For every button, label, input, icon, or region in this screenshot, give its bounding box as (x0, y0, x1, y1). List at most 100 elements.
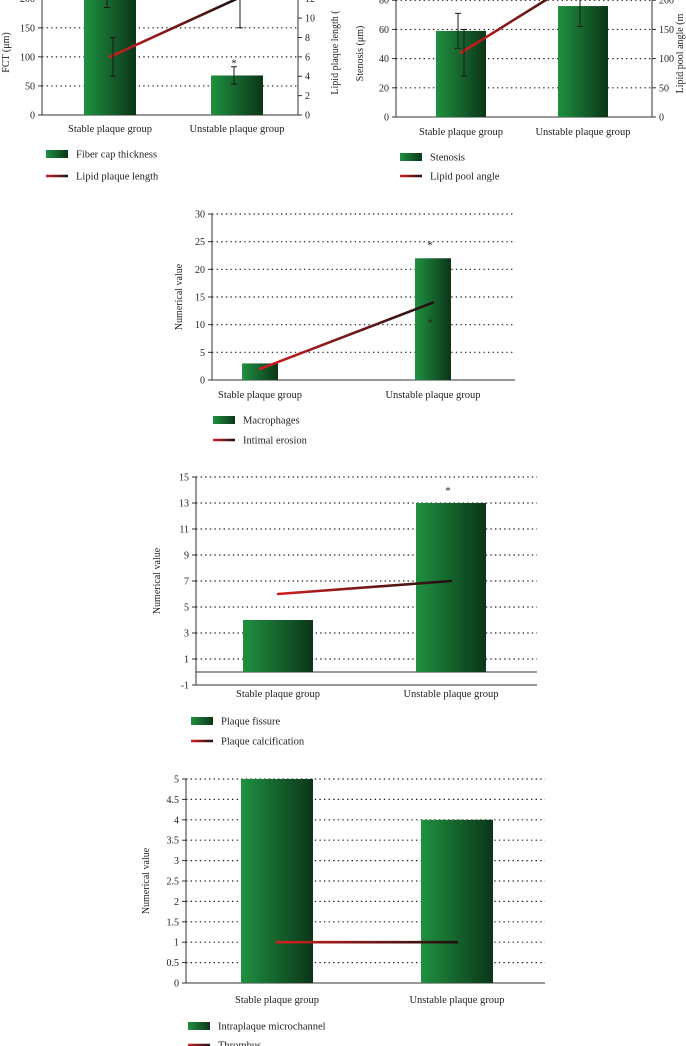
chart-panel-5: 0 0.5 1 1.5 2 2.5 3 3.5 4 4.5 5 Stable plaque group… (141, 775, 545, 1046)
y2-axis-title: Lipid plaque length ( (330, 10, 341, 95)
y-tick-label: 20 (195, 265, 205, 276)
y-axis-title: FCT (μm) (1, 32, 12, 72)
x-category-label: Stable plaque group (236, 689, 320, 700)
x-category-label: Unstable plaque group (409, 995, 504, 1006)
y-tick-label: 0 (174, 979, 179, 990)
legend-label: Intraplaque microchannel (218, 1022, 326, 1033)
bar-2 (421, 819, 493, 983)
series-line (276, 579, 453, 596)
y-tick-label: 5 (200, 348, 205, 359)
y-tick-label: 15 (179, 473, 189, 484)
y-tick-label: 50 (25, 81, 35, 92)
y-tick-label: 20 (379, 83, 389, 94)
significance-marker: * (427, 317, 433, 329)
y-axis-title: Numerical value (174, 263, 185, 330)
y-tick-label: 2 (174, 897, 179, 908)
y2-tick-label: 200 (659, 0, 674, 7)
y2-tick-label: 2 (305, 91, 310, 102)
y-tick-label: 40 (379, 54, 389, 65)
x-category-label: Stable plaque group (235, 995, 319, 1006)
legend-swatch-bar (191, 717, 213, 725)
y-tick-label: 15 (195, 293, 205, 304)
y-tick-label: 25 (195, 237, 205, 248)
y-tick-label: -1 (181, 681, 189, 692)
series-line (258, 301, 435, 371)
y-tick-label: 5 (184, 603, 189, 614)
y-tick-label: 7 (184, 577, 189, 588)
legend-swatch-bar (188, 1022, 210, 1030)
y-tick-label: 9 (184, 551, 189, 562)
y-tick-label: 10 (195, 320, 205, 331)
y2-tick-label: 8 (305, 33, 310, 44)
x-category-label: Unstable plaque group (189, 124, 284, 135)
y-tick-label: 0 (200, 376, 205, 387)
y-tick-label: 0.5 (167, 958, 180, 969)
bar-1 (436, 30, 486, 117)
y-axis-title: Numerical value (141, 847, 152, 914)
y-tick-label: 80 (379, 0, 389, 7)
series-line (459, 0, 549, 55)
legend-swatch-bar (400, 153, 422, 161)
y2-tick-label: 12 (305, 0, 315, 5)
legend-swatch-bar (213, 416, 235, 424)
legend-label: Plaque calcification (221, 737, 305, 748)
bar-2 (558, 6, 608, 117)
y-tick-label: 11 (179, 525, 189, 536)
y-tick-label: 0 (384, 113, 389, 124)
y-tick-label: 1 (184, 655, 189, 666)
y-tick-label: 30 (195, 210, 205, 221)
significance-marker: * (427, 239, 433, 251)
legend-label: Intimal erosion (243, 436, 308, 447)
y-tick-label: 2.5 (167, 877, 180, 888)
chart-panel-3: 0 5 10 15 20 25 30 * * Stable plaque group Unstabl… (174, 210, 515, 447)
y-tick-label: 4.5 (167, 795, 180, 806)
bar-2 (416, 503, 486, 672)
legend-label: Thrombus (218, 1041, 261, 1046)
y-tick-label: 60 (379, 25, 389, 36)
y-tick-label: 3.5 (167, 836, 180, 847)
x-category-label: Stable plaque group (419, 127, 503, 138)
y2-tick-label: 6 (305, 52, 310, 63)
series-line (108, 0, 238, 59)
y2-tick-label: 50 (659, 83, 669, 94)
y2-tick-label: 10 (305, 14, 315, 25)
y-tick-label: 150 (20, 23, 35, 34)
y-tick-label: 200 (20, 0, 35, 5)
bar-1 (241, 779, 313, 983)
x-category-label: Stable plaque group (68, 124, 152, 135)
bar-2 (211, 75, 263, 115)
x-category-label: Unstable plaque group (535, 127, 630, 138)
x-category-label: Unstable plaque group (403, 689, 498, 700)
chart-panel-1: 0 50 100 150 200 0 2 4 6 8 10 12 * Stable plaque grou… (1, 0, 341, 183)
bar-2 (415, 258, 451, 380)
significance-marker: * (231, 58, 237, 70)
significance-marker: * (445, 485, 451, 497)
legend-label: Plaque fissure (221, 717, 281, 728)
y-tick-label: 4 (174, 815, 179, 826)
y-tick-label: 3 (184, 629, 189, 640)
y-tick-label: 5 (174, 775, 179, 786)
y2-tick-label: 150 (659, 25, 674, 36)
y-axis-title: Numerical value (152, 547, 163, 614)
legend-label: Macrophages (243, 416, 300, 427)
x-category-label: Unstable plaque group (385, 390, 480, 401)
y2-tick-label: 100 (659, 54, 674, 65)
x-category-label: Stable plaque group (218, 390, 302, 401)
y2-tick-label: 0 (305, 111, 310, 122)
y2-tick-label: 0 (659, 113, 664, 124)
y-tick-label: 13 (179, 499, 189, 510)
y-axis-title: Stenosis (μm) (355, 26, 366, 82)
legend-swatch-bar (46, 150, 68, 158)
chart-panel-2: 0 20 40 60 80 0 50 100 150 200 Stable plaque group… (355, 0, 686, 183)
y-tick-label: 0 (30, 111, 35, 122)
legend-label: Lipid pool angle (430, 172, 500, 183)
bar-1 (243, 620, 313, 672)
y-tick-label: 3 (174, 856, 179, 867)
y-tick-label: 100 (20, 52, 35, 63)
bar-1 (242, 363, 278, 380)
y-tick-label: 1 (174, 938, 179, 949)
legend-label: Fiber cap thickness (76, 150, 157, 161)
y2-tick-label: 4 (305, 72, 310, 83)
